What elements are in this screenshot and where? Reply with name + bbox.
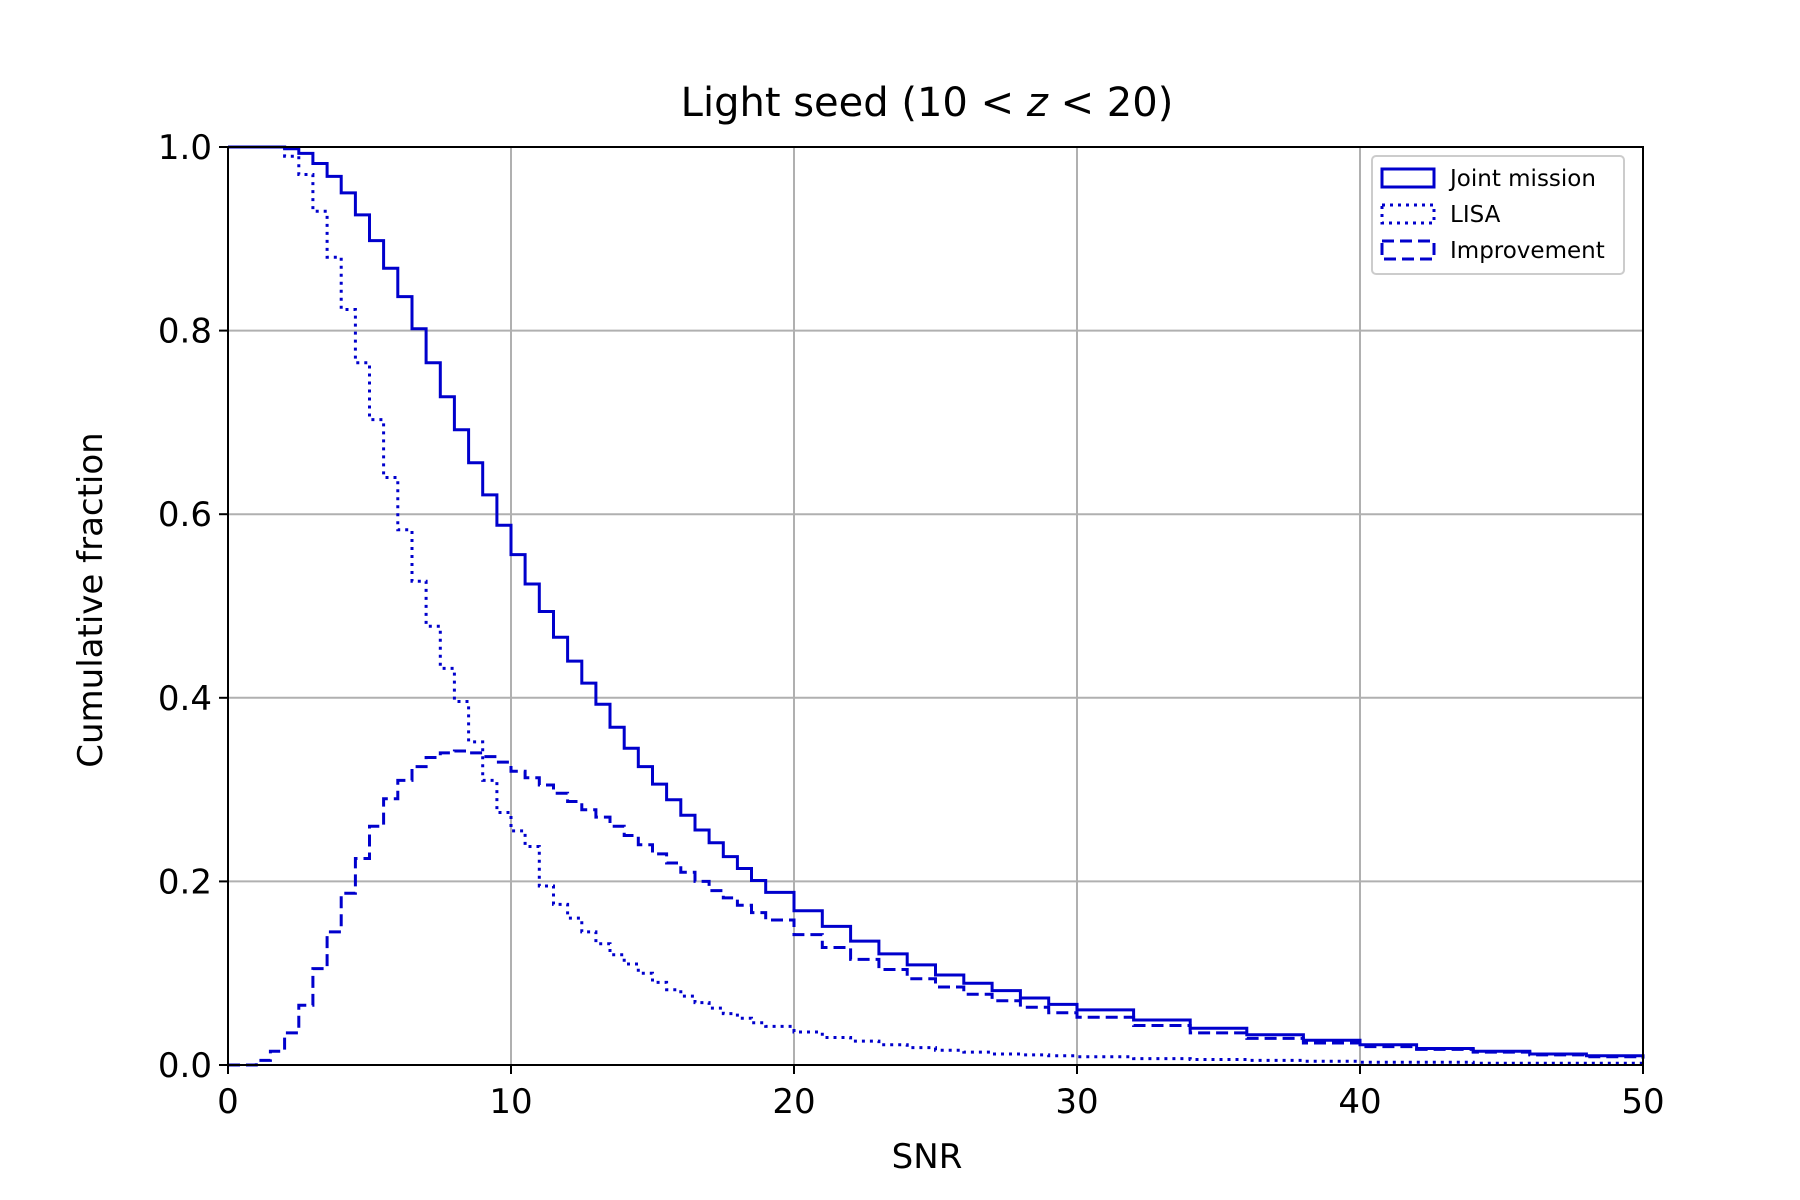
plot-frame (227, 146, 1644, 1066)
series-line-joint-mission (228, 145, 1645, 1058)
x-tick-label: 20 (772, 1082, 815, 1122)
title-lt-2: < (1061, 80, 1095, 126)
legend-swatch (1380, 239, 1436, 261)
x-axis-label: SNR (892, 1137, 963, 1177)
series-group (228, 145, 1645, 1067)
y-tick-label: 1.0 (158, 128, 212, 168)
y-tick-label: 0.0 (158, 1046, 212, 1086)
y-tick-label: 0.4 (158, 679, 212, 719)
title-lt-1: < (981, 80, 1015, 126)
series-line-improvement (228, 749, 1645, 1067)
x-tick-label: 0 (217, 1082, 239, 1122)
legend-label: LISA (1450, 202, 1501, 228)
x-tick-label: 30 (1055, 1082, 1098, 1122)
x-tick-label: 10 (489, 1082, 532, 1122)
legend-swatch (1380, 203, 1436, 225)
y-tick-label: 0.8 (158, 312, 212, 352)
y-tick-label: 0.6 (158, 495, 212, 535)
y-tick-label: 0.2 (158, 862, 212, 902)
y-axis: 0.0 0.2 0.4 0.6 0.8 1.0 (158, 128, 228, 1086)
legend: Joint mission LISA Improvement (1371, 155, 1625, 275)
x-tick-label: 40 (1338, 1082, 1381, 1122)
chart-title: Light seed (10 < z < 20) (681, 80, 1174, 126)
title-z: z (1026, 80, 1049, 126)
title-prefix: Light seed (10 (681, 80, 968, 126)
x-axis: 0 10 20 30 40 50 (217, 1065, 1665, 1122)
grid (227, 146, 1644, 1066)
x-tick-label: 50 (1621, 1082, 1664, 1122)
y-axis-label: Cumulative fraction (71, 432, 111, 767)
legend-label: Joint mission (1448, 166, 1596, 192)
title-suffix: 20) (1107, 80, 1174, 126)
legend-label: Improvement (1450, 238, 1605, 264)
legend-swatch (1380, 167, 1436, 189)
